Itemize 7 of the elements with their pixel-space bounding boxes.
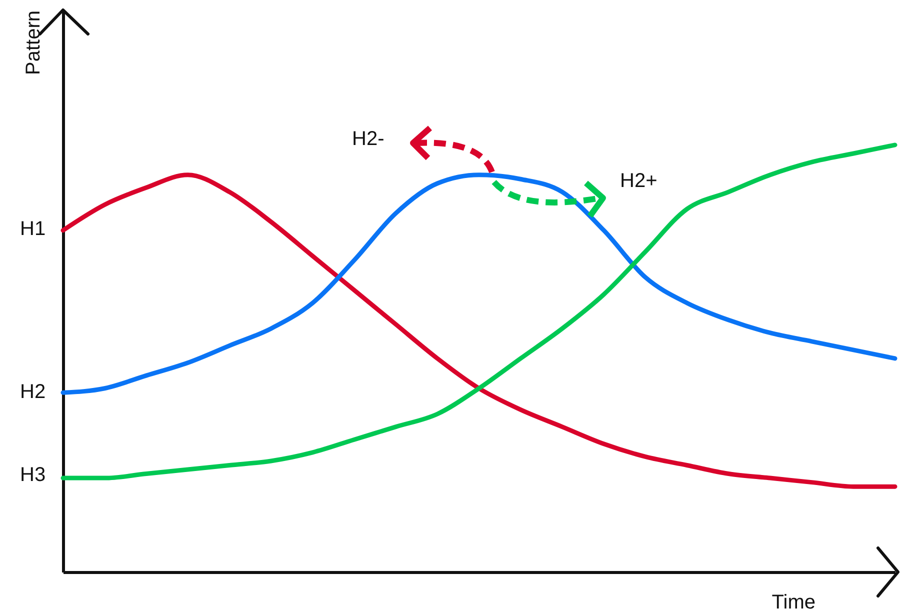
y-axis-title: Pattern <box>22 10 44 75</box>
text: H2 <box>20 381 46 404</box>
x-axis-title: Time <box>772 592 816 613</box>
text: H1 <box>20 218 46 241</box>
text: H3 <box>20 464 46 487</box>
annotation: H2- <box>352 128 384 151</box>
annotation: H2+ <box>620 170 658 193</box>
